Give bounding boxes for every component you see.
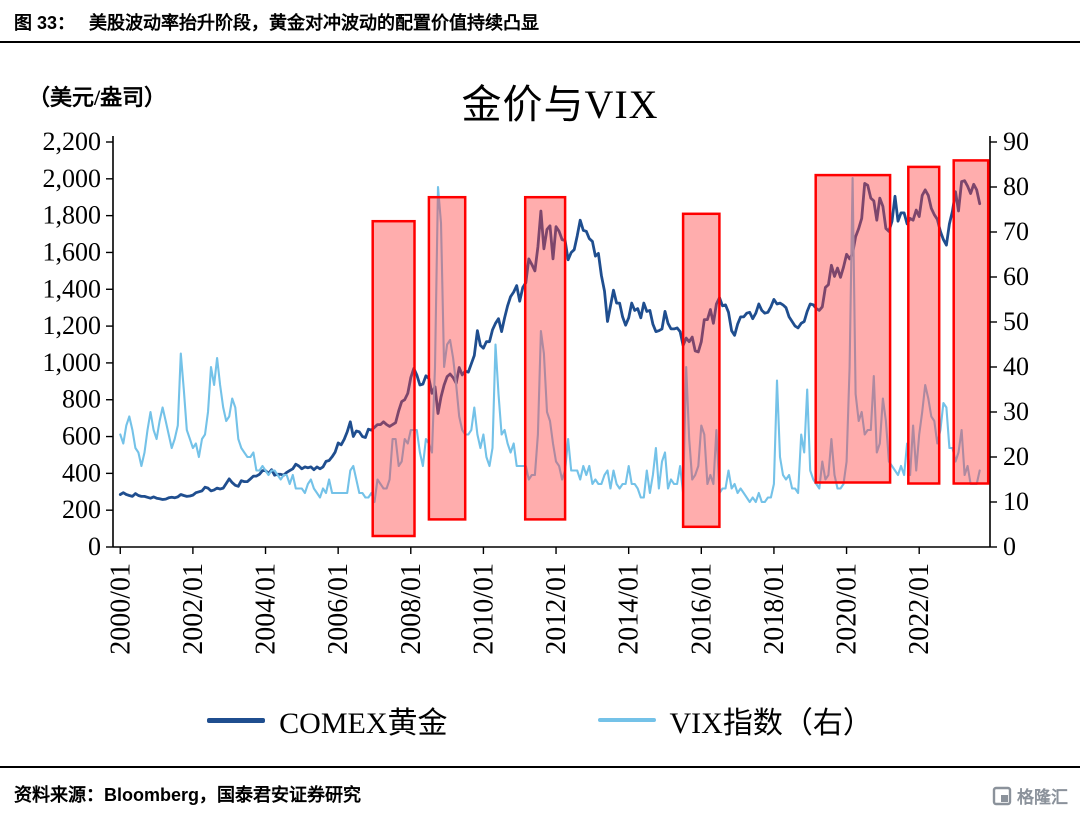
x-axis-tick-label: 2004/01 (251, 563, 282, 655)
right-axis-tick-label: 70 (1003, 217, 1029, 246)
x-axis-tick-label: 2010/01 (468, 563, 499, 655)
left-axis-tick-label: 600 (62, 422, 101, 451)
left-axis-unit-label: （美元/盎司） (28, 85, 167, 110)
comex-gold-line (118, 179, 982, 501)
highlight-box-2 (427, 195, 467, 521)
right-axis-tick-label: 40 (1003, 352, 1029, 381)
data-source: 资料来源：Bloomberg，国泰君安证券研究 (14, 785, 361, 805)
figure-label: 图 33： (14, 13, 76, 33)
right-axis-tick-label: 90 (1003, 127, 1029, 156)
footer-divider (0, 766, 1080, 768)
legend-label-vix: VIX指数（右） (669, 707, 873, 740)
gelonghui-logo-icon (992, 786, 1012, 805)
x-axis-tick-label: 2022/01 (904, 563, 935, 655)
right-axis-tick-label: 60 (1003, 262, 1029, 291)
left-axis-tick-label: 1,800 (43, 201, 102, 230)
left-axis-tick-label: 2,200 (43, 127, 102, 156)
right-axis-tick-label: 30 (1003, 397, 1029, 426)
left-axis-tick-label: 1,200 (43, 311, 102, 340)
legend-item-vix: VIX指数（右） (597, 698, 873, 742)
x-axis-tick-label: 2014/01 (614, 563, 645, 655)
comex-gold-line-swatch (207, 717, 266, 723)
legend-item-comex-gold: COMEX黄金 (207, 698, 448, 742)
left-axis-tick-label: 800 (62, 385, 101, 414)
gelonghui-logo: 格隆汇 (992, 783, 1068, 808)
x-axis-tick-label: 2006/01 (323, 563, 354, 655)
right-axis-tick-label: 10 (1003, 487, 1029, 516)
highlight-box-1 (371, 219, 416, 538)
chart-legend: COMEX黄金 VIX指数（右） (0, 698, 1080, 742)
figure-title: 美股波动率抬升阶段，黄金对冲波动的配置价值持续凸显 (89, 13, 540, 33)
vix-line-swatch (597, 718, 656, 722)
right-axis-tick-label: 80 (1003, 172, 1029, 201)
left-axis-tick-label: 1,600 (43, 237, 102, 266)
vix-line (119, 176, 981, 504)
left-axis-tick-label: 1,400 (43, 274, 102, 303)
highlight-box-5 (814, 173, 892, 484)
left-axis-tick-label: 0 (88, 532, 101, 561)
x-axis-tick-label: 2002/01 (178, 563, 209, 655)
x-axis-tick-label: 2018/01 (759, 563, 790, 655)
left-axis-tick-label: 1,000 (43, 348, 102, 377)
figure-header: 图 33： 美股波动率抬升阶段，黄金对冲波动的配置价值持续凸显 (14, 9, 1066, 35)
highlight-box-3 (523, 195, 567, 521)
highlight-box-4 (681, 212, 721, 529)
x-axis-tick-label: 2016/01 (686, 563, 717, 655)
x-axis-tick-label: 2012/01 (541, 563, 572, 655)
gelonghui-logo-text: 格隆汇 (1017, 788, 1068, 807)
highlight-box-7 (952, 159, 990, 485)
x-axis-tick-label: 2000/01 (105, 563, 136, 655)
left-axis-tick-label: 200 (62, 495, 101, 524)
legend-label-comex-gold: COMEX黄金 (279, 707, 448, 740)
right-axis-tick-label: 50 (1003, 307, 1029, 336)
highlight-box-6 (907, 165, 941, 485)
header-divider (0, 41, 1080, 43)
gold-vix-chart-plot: 02004006008001,0001,2001,4001,6001,8002,… (43, 127, 1030, 655)
right-axis-tick-label: 0 (1003, 532, 1016, 561)
right-axis-tick-label: 20 (1003, 442, 1029, 471)
x-axis-tick-label: 2020/01 (832, 563, 863, 655)
left-axis-tick-label: 2,000 (43, 164, 102, 193)
left-axis-tick-label: 400 (62, 458, 101, 487)
x-axis-tick-label: 2008/01 (396, 563, 427, 655)
chart-title: 金价与VIX (461, 82, 659, 127)
